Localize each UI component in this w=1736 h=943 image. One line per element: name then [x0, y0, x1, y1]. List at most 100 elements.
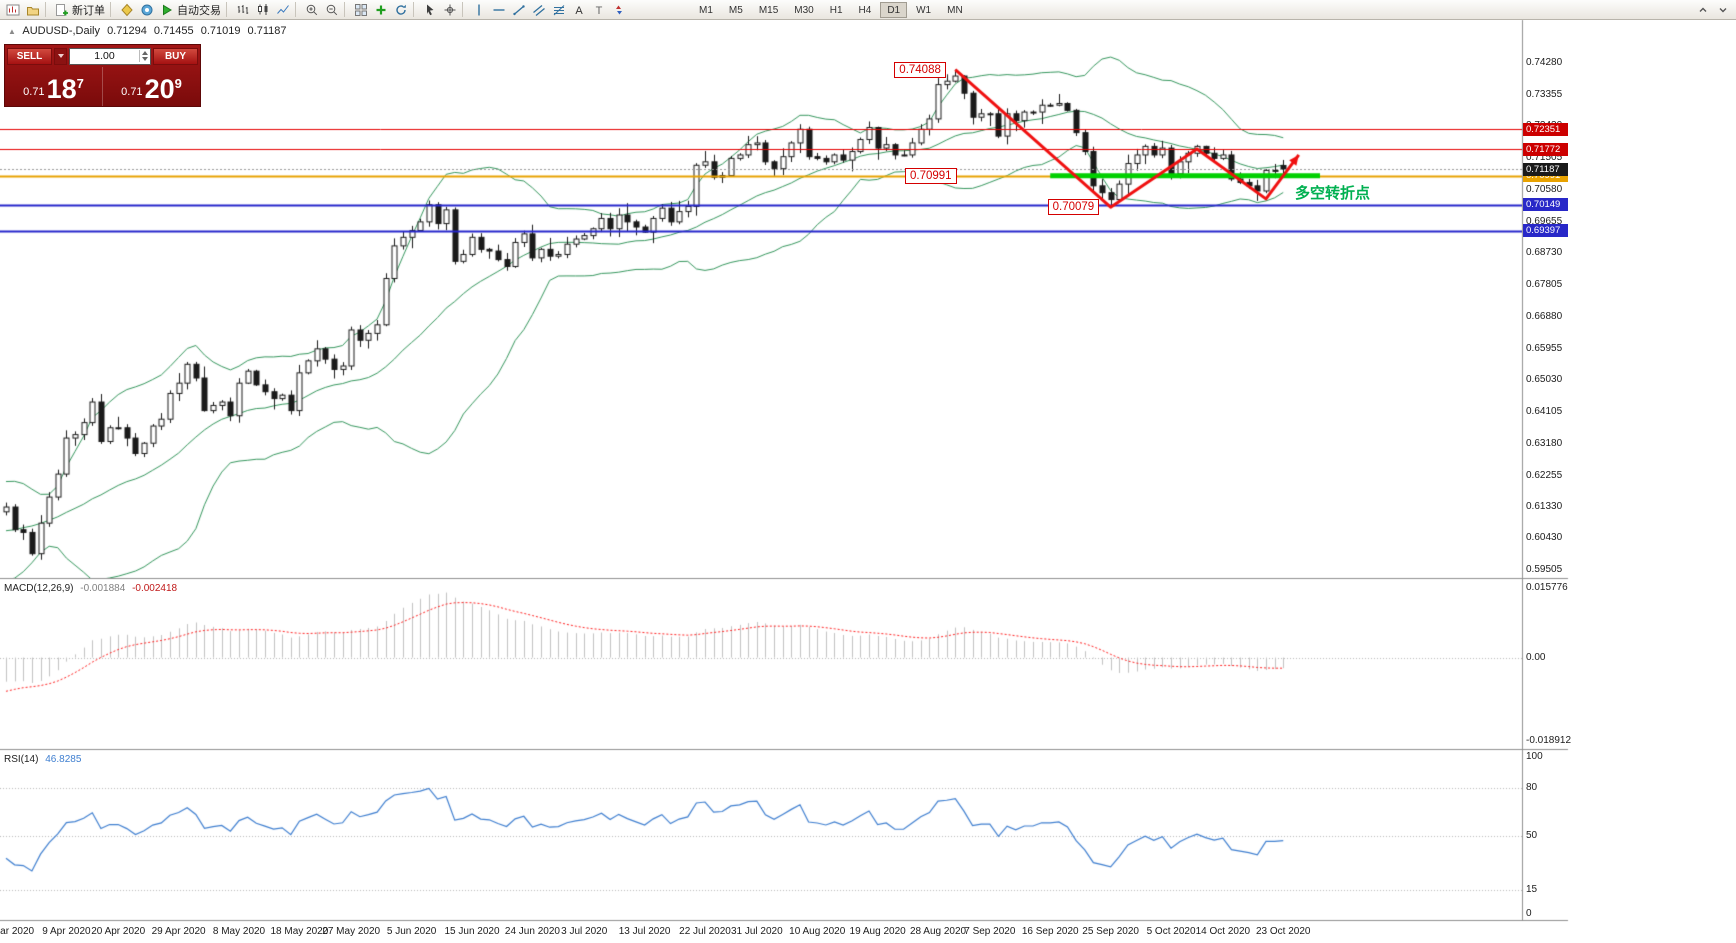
- timeframe-d1[interactable]: D1: [880, 1, 908, 18]
- candlestick-chart-button[interactable]: [253, 1, 273, 19]
- trade-widget-prices: 0.71 18 7 0.71 20 9: [5, 67, 200, 106]
- price-callout-low[interactable]: 0.70079: [1047, 199, 1100, 216]
- toolbar: 新订单 自动交易 A T M1 M5 M15 M30 H1 H4 D1 W1 MN: [0, 0, 1736, 20]
- sell-price[interactable]: 0.71 18 7: [5, 67, 102, 106]
- timeframe-h4[interactable]: H4: [858, 4, 872, 16]
- sell-price-big: 18: [46, 74, 77, 104]
- text-icon: A: [575, 5, 583, 17]
- zoom-in-icon: [306, 4, 318, 15]
- cursor-icon: [427, 4, 434, 15]
- timeframe-m1[interactable]: M1: [699, 4, 713, 16]
- zoom-out-icon: [326, 4, 338, 15]
- horizontal-line-icon: [493, 8, 505, 11]
- volume-decrease-button[interactable]: [142, 57, 148, 61]
- timeframe-group: M1 M5 M15 M30 H1 H4 D1 W1 MN: [691, 1, 971, 18]
- price-callout-support[interactable]: 0.70991: [905, 167, 957, 184]
- chevron-down-icon: [1719, 7, 1727, 12]
- fibonacci-button[interactable]: [549, 1, 569, 19]
- metaeditor-button[interactable]: [117, 1, 137, 19]
- toolbar-separator: [45, 2, 50, 17]
- timeframe-m5[interactable]: M5: [728, 4, 743, 16]
- horizontal-line-button[interactable]: [489, 1, 509, 19]
- line-chart-button[interactable]: [273, 1, 293, 19]
- toolbar-separator: [226, 2, 231, 17]
- line-chart-icon: [277, 4, 289, 14]
- toolbar-separator: [295, 2, 300, 17]
- volume-spinner: [139, 50, 150, 62]
- bar-chart-button[interactable]: [233, 1, 253, 19]
- arrows-icon: [616, 5, 622, 14]
- candlestick-chart-icon: [258, 3, 268, 15]
- vertical-line-button[interactable]: [469, 1, 489, 19]
- timeframe-w1[interactable]: W1: [916, 4, 932, 16]
- toolbar-separator: [110, 2, 115, 17]
- toolbar-separator: [344, 2, 349, 17]
- toolbar-separator: [462, 2, 467, 17]
- new-order-icon: [56, 3, 68, 16]
- buy-price-big: 20: [144, 74, 175, 104]
- text-label-icon: T: [596, 5, 603, 17]
- volume-field[interactable]: 1.00: [69, 47, 151, 65]
- tile-windows-icon: [355, 3, 367, 16]
- sell-price-small: 0.71: [23, 86, 45, 98]
- autotrading-label: 自动交易: [177, 4, 221, 17]
- text-label-button[interactable]: T: [589, 1, 609, 19]
- chevron-down-icon: [57, 54, 64, 58]
- toolbar-separator: [413, 2, 418, 17]
- toolbar-right-group: [1693, 1, 1733, 19]
- timeframe-m15[interactable]: M15: [758, 4, 779, 16]
- volume-increase-button[interactable]: [142, 51, 148, 55]
- autotrading-button[interactable]: 自动交易: [157, 1, 224, 19]
- svg-text:A: A: [575, 5, 583, 17]
- new-chart-icon: [6, 4, 20, 15]
- trendline-button[interactable]: [509, 1, 529, 19]
- autotrading-play-icon: [163, 4, 172, 15]
- sell-options-dropdown[interactable]: [54, 47, 67, 65]
- options-button[interactable]: [137, 1, 157, 19]
- timeframe-h1[interactable]: H1: [829, 4, 843, 16]
- options-icon: [141, 4, 153, 15]
- buy-button[interactable]: BUY: [153, 47, 198, 65]
- timeframe-m30[interactable]: M30: [794, 4, 814, 16]
- objects-cycle-button[interactable]: [391, 1, 411, 19]
- price-callout-high[interactable]: 0.74088: [894, 61, 946, 78]
- sell-price-sup: 7: [76, 76, 84, 91]
- fibonacci-icon: [553, 4, 565, 15]
- add-indicator-button[interactable]: [371, 1, 391, 19]
- timeframe-mn[interactable]: MN: [947, 4, 963, 16]
- arrows-button[interactable]: [609, 1, 629, 19]
- toolbar-overflow-button[interactable]: [1693, 1, 1713, 19]
- cursor-button[interactable]: [420, 1, 440, 19]
- profiles-button[interactable]: [23, 1, 43, 19]
- zoom-in-button[interactable]: [302, 1, 322, 19]
- trade-widget-controls: SELL 1.00 BUY: [5, 45, 200, 67]
- buy-price[interactable]: 0.71 20 9: [103, 67, 200, 106]
- green-plus-icon: [376, 5, 386, 14]
- new-order-button[interactable]: 新订单: [52, 1, 108, 19]
- sell-button[interactable]: SELL: [7, 47, 52, 65]
- zoom-out-button[interactable]: [322, 1, 342, 19]
- diamond-icon: [121, 3, 133, 16]
- chevron-up-icon: [1699, 7, 1707, 12]
- volume-value[interactable]: 1.00: [94, 50, 115, 62]
- cycle-arrow-icon: [396, 4, 406, 15]
- tile-windows-button[interactable]: [351, 1, 371, 19]
- channel-icon: [533, 4, 545, 16]
- new-order-label: 新订单: [72, 4, 105, 17]
- text-button[interactable]: A: [569, 1, 589, 19]
- new-chart-button[interactable]: [3, 1, 23, 19]
- crosshair-button[interactable]: [440, 1, 460, 19]
- crosshair-icon: [444, 4, 456, 15]
- buy-price-sup: 9: [174, 76, 182, 91]
- vertical-line-icon: [478, 4, 480, 15]
- toolbar-expand-button[interactable]: [1713, 1, 1733, 19]
- bar-chart-icon: [237, 4, 249, 14]
- trendline-icon: [513, 4, 525, 15]
- chinese-annotation-text[interactable]: 多空转折点: [1295, 184, 1371, 202]
- folder-icon: [27, 6, 39, 15]
- svg-text:T: T: [596, 5, 603, 17]
- channel-button[interactable]: [529, 1, 549, 19]
- buy-price-small: 0.71: [121, 86, 143, 98]
